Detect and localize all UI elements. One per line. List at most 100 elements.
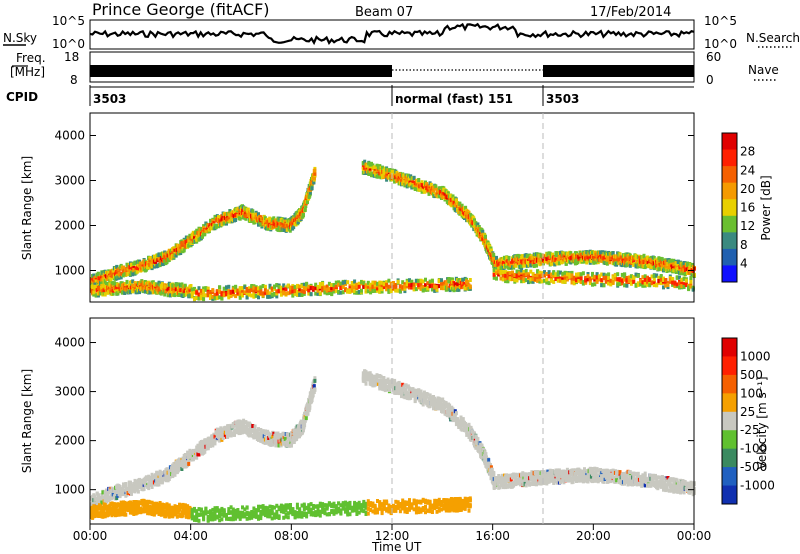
range-cell [440, 282, 443, 287]
range-cell [174, 467, 178, 472]
range-cell [160, 290, 164, 295]
range-cell [115, 490, 119, 495]
range-cell [501, 277, 505, 282]
range-cell [387, 284, 391, 289]
range-cell [178, 293, 182, 297]
range-cell [563, 270, 567, 275]
range-cell [287, 221, 291, 226]
range-cell [655, 283, 659, 288]
range-cell [579, 272, 583, 277]
range-cell [199, 296, 203, 301]
range-cell [360, 288, 363, 293]
range-cell [620, 278, 624, 283]
colorbar-swatch [722, 133, 737, 151]
range-cell [307, 291, 311, 296]
range-cell [522, 270, 526, 274]
range-cell [495, 271, 498, 276]
range-cell [408, 278, 411, 283]
colorbar-tick-label: 16 [740, 201, 755, 215]
range-cell [671, 280, 675, 285]
range-cell [411, 179, 415, 184]
range-cell [604, 275, 608, 280]
range-cell [611, 279, 615, 284]
range-cell [527, 272, 530, 277]
range-cell [570, 275, 574, 280]
range-cell [257, 427, 260, 432]
range-cell [666, 285, 670, 290]
range-cell [316, 288, 320, 293]
range-cell [135, 266, 139, 271]
range-cell [186, 450, 190, 455]
range-cell [426, 281, 430, 286]
range-cell [334, 288, 338, 293]
range-cell [234, 285, 238, 290]
range-cell [481, 230, 485, 234]
range-cell [103, 292, 107, 297]
range-cell [675, 282, 679, 287]
range-cell [684, 283, 688, 288]
range-cell [241, 286, 244, 291]
range-cell [600, 272, 604, 277]
range-cell [238, 286, 242, 291]
nsky-tick-top: 10^5 [52, 14, 85, 28]
range-cell [689, 276, 693, 280]
range-cell [634, 282, 638, 287]
range-cell [203, 232, 207, 237]
range-cell [308, 190, 312, 195]
range-cell [385, 287, 389, 292]
range-cell [350, 285, 354, 289]
range-cell [295, 283, 299, 288]
range-cell [492, 275, 496, 280]
range-cell [307, 288, 311, 293]
range-cell [195, 290, 199, 295]
range-cell [227, 290, 231, 295]
range-cell [183, 458, 187, 463]
range-cell [266, 289, 270, 294]
range-cell [154, 260, 158, 264]
range-cell [207, 436, 211, 441]
range-cell [373, 286, 377, 291]
range-cell [532, 264, 536, 268]
range-cell [302, 282, 306, 287]
range-cell [111, 291, 115, 296]
range-cell [222, 293, 226, 298]
range-cell [373, 288, 377, 293]
range-cell [593, 282, 597, 287]
range-cell [683, 272, 687, 277]
range-cell [371, 280, 375, 285]
range-cell [497, 269, 501, 274]
range-cell [180, 467, 184, 471]
range-cell [462, 281, 466, 286]
range-cell [554, 272, 558, 277]
range-cell [579, 274, 583, 279]
range-cell [236, 290, 240, 295]
range-cell [392, 281, 395, 285]
range-cell [602, 275, 606, 280]
range-cell [173, 472, 177, 477]
range-cell [594, 260, 598, 265]
range-cell [362, 281, 366, 286]
range-cell [396, 288, 400, 293]
range-cell [554, 277, 558, 281]
ytick-label: 1000 [54, 264, 85, 278]
range-cell [201, 439, 204, 444]
range-cell [538, 274, 542, 279]
range-cell [636, 281, 640, 286]
range-cell [417, 283, 421, 288]
range-cell [96, 286, 100, 290]
range-cell [252, 429, 256, 434]
range-cell [346, 289, 350, 294]
range-cell [531, 272, 535, 277]
range-cell [538, 279, 542, 284]
range-cell [348, 289, 352, 294]
range-cell [504, 263, 508, 268]
range-cell [382, 285, 386, 290]
range-cell [316, 291, 320, 296]
range-cell [616, 282, 620, 287]
range-cell [321, 286, 325, 291]
range-cell [421, 279, 425, 284]
range-cell [266, 294, 270, 299]
range-cell [376, 288, 379, 293]
